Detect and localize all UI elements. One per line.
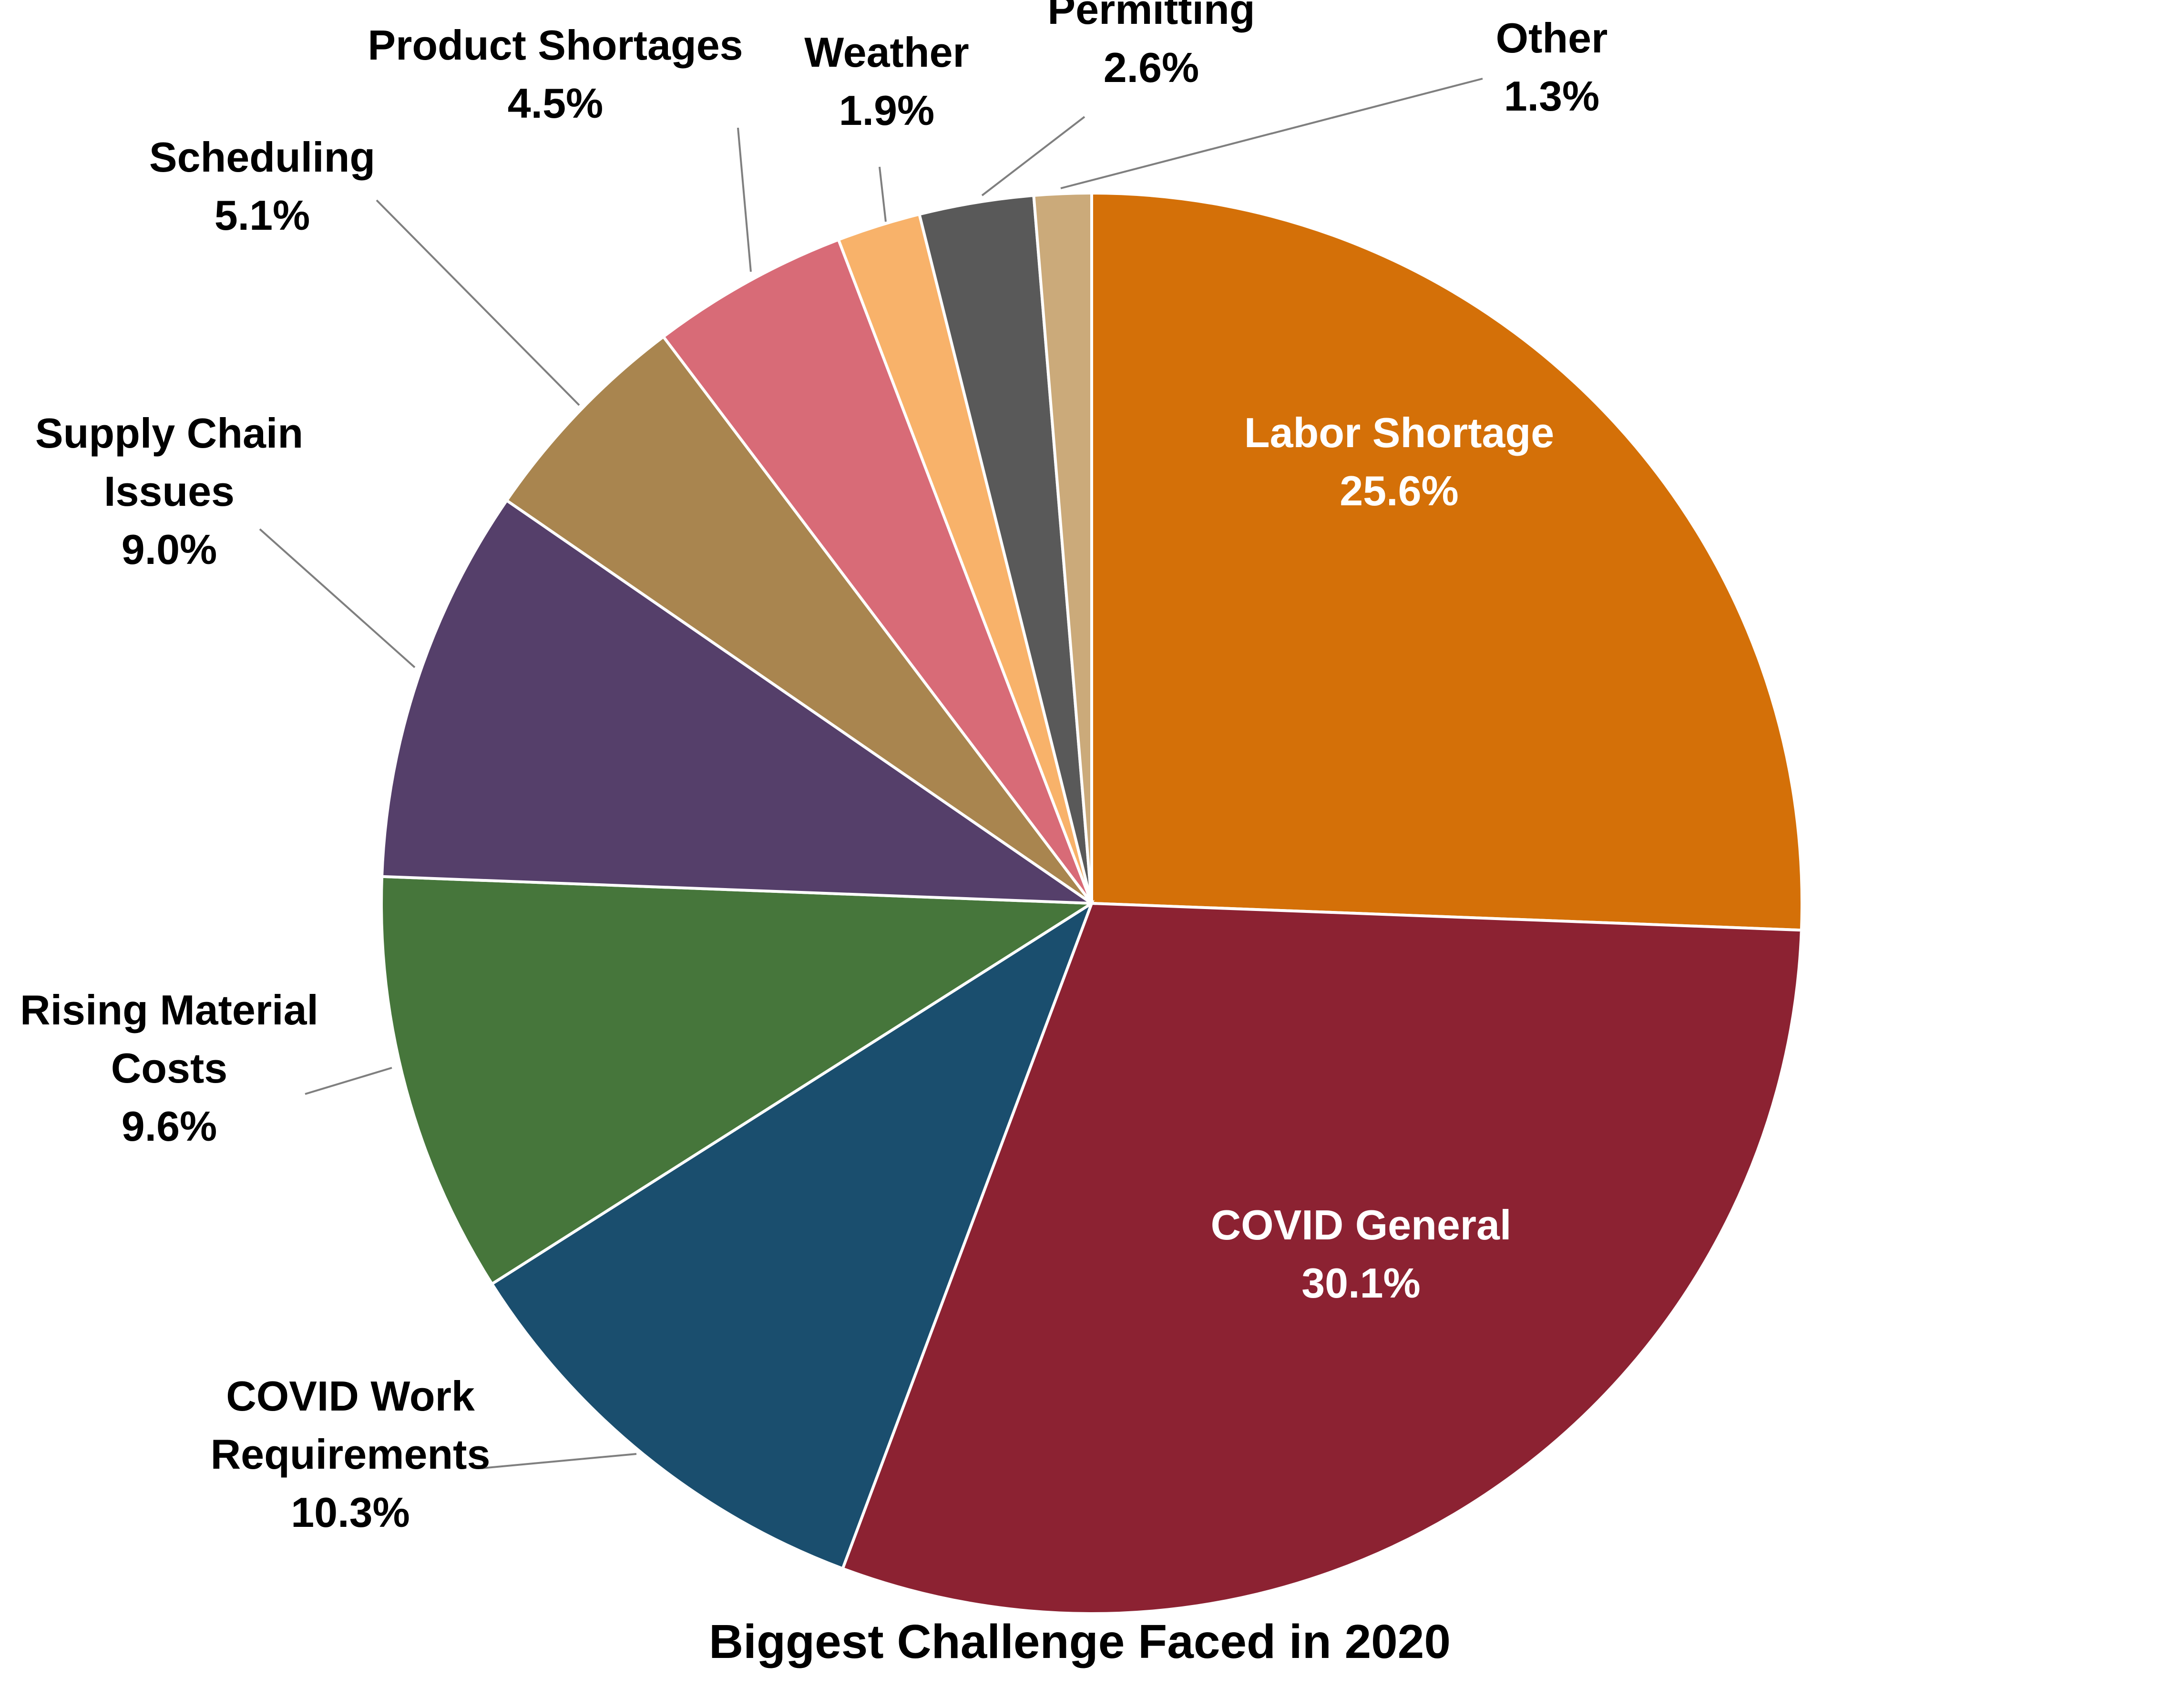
pie-slice-other	[1032, 191, 1093, 904]
leader-line-supply-chain-issues	[259, 528, 416, 668]
leader-line-rising-material-costs	[305, 1067, 392, 1095]
slice-label-weather: Weather	[804, 29, 969, 76]
pie-slice-supply-chain-issues	[380, 498, 1097, 905]
slice-value-product-shortages: 4.5%	[508, 80, 604, 127]
leader-line-covid-work-requirements	[481, 1453, 637, 1469]
slice-label-permitting: Permitting	[1047, 0, 1255, 33]
leader-lines	[259, 78, 1483, 1469]
slice-label-supply-chain-issues: Issues	[104, 468, 235, 515]
pie-slice-covid-work-requirements	[490, 900, 1095, 1571]
slice-value-supply-chain-issues: 9.0%	[122, 526, 217, 573]
leader-line-permitting	[981, 116, 1085, 196]
slice-label-product-shortages: Product Shortages	[368, 21, 743, 69]
slice-label-covid-general: COVID General	[1211, 1201, 1512, 1248]
slice-label-rising-material-costs: Rising Material	[20, 986, 318, 1033]
slice-label-labor-shortage: Labor Shortage	[1244, 409, 1554, 456]
pie-slice-labor-shortage	[1090, 191, 1803, 932]
slice-value-covid-general: 30.1%	[1301, 1259, 1421, 1307]
slice-value-covid-work-requirements: 10.3%	[291, 1489, 410, 1536]
slice-label-supply-chain-issues: Supply Chain	[35, 409, 303, 457]
leader-line-weather	[879, 166, 887, 222]
pie-slice-scheduling	[504, 335, 1093, 905]
pie-slices	[380, 191, 1803, 1615]
slice-label-covid-work-requirements: COVID Work	[226, 1372, 475, 1420]
leader-line-product-shortages	[737, 127, 752, 272]
slice-value-scheduling: 5.1%	[215, 192, 310, 239]
pie-slice-rising-material-costs	[380, 875, 1096, 1286]
leader-line-scheduling	[376, 199, 580, 406]
slice-label-other: Other	[1496, 14, 1608, 61]
pie-slice-covid-general	[840, 901, 1803, 1615]
slice-label-rising-material-costs: Costs	[111, 1044, 228, 1092]
slice-label-covid-work-requirements: Requirements	[211, 1431, 491, 1478]
slice-value-other: 1.3%	[1504, 72, 1600, 120]
slice-value-rising-material-costs: 9.6%	[122, 1103, 217, 1150]
chart-title: Biggest Challenge Faced in 2020	[709, 1615, 1451, 1668]
slice-value-labor-shortage: 25.6%	[1340, 467, 1459, 514]
slice-labels: Labor Shortage 25.6% COVID General 30.1% COV…	[20, 0, 1607, 1536]
slice-label-scheduling: Scheduling	[149, 133, 375, 181]
pie-slice-product-shortages	[661, 237, 1093, 904]
slice-value-weather: 1.9%	[839, 87, 935, 134]
leader-line-other	[1060, 78, 1483, 189]
slice-value-permitting: 2.6%	[1104, 44, 1199, 91]
